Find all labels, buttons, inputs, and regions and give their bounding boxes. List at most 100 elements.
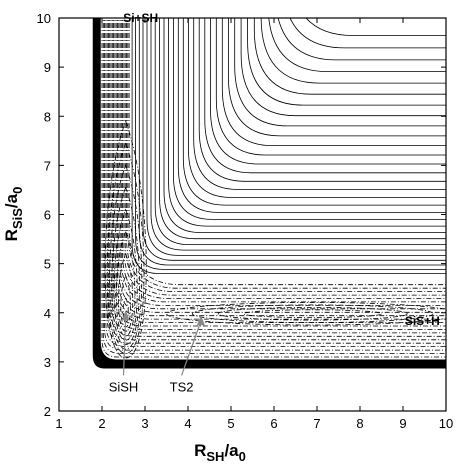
contour-level-solid [131,18,446,274]
contour-level-dashdot [105,18,446,347]
contour-well [115,230,136,337]
contour-level-solid [159,18,446,240]
y-tick-label: 3 [44,355,51,370]
x-axis-title-tailsub: 0 [239,449,246,464]
contour-wall [99,18,446,361]
contour-well [122,297,129,323]
x-tick-label: 2 [98,416,105,431]
contour-level-solid [138,18,446,266]
contour-well [104,119,147,359]
contour-level-dashdot [124,18,446,296]
contour-level-solid [204,18,446,174]
plot-frame [58,17,447,412]
contour-level-solid [188,18,446,198]
contour-level-dashdot [106,18,446,344]
annotation-label: SiSH [109,379,139,394]
x-tick-label: 8 [356,416,363,431]
contour-level-solid [289,18,446,49]
x-tick-label: 7 [313,416,320,431]
y-axis-title-tailsub: 0 [10,187,25,194]
annotations: Si+SH SiS+H SiSH TS2 [109,11,440,394]
contour-level-solid [228,18,446,137]
contour-level-solid [260,18,446,84]
x-tick-label: 5 [227,416,234,431]
y-tick-label: 6 [44,208,51,223]
contour-level-solid [163,18,446,233]
contour-level-solid [154,18,446,245]
contour-level-solid [234,18,446,127]
contour-channel [217,306,408,321]
contour-level-dashdot [117,18,446,317]
annotation-label: TS2 [170,379,194,394]
contour-wall [93,18,446,368]
x-axis-title-main: R [194,441,206,460]
contour-level-solid [215,18,446,156]
contour-level-solid [198,18,446,182]
arrow-head [196,315,205,326]
y-tick-label: 5 [44,257,51,272]
contour-level-dashdot [101,18,446,358]
y-tick-label: 9 [44,60,51,75]
x-tick-label: 6 [270,416,277,431]
contour-level-solid [277,18,446,61]
contour-level-dashdot [126,18,446,292]
x-axis-title-tail: /a [224,441,239,460]
contour-level-solid [305,18,446,36]
contour-level-dashdot [128,18,446,286]
arrow-line [122,316,127,376]
arrow-head [121,310,130,321]
y-tick-label: 10 [37,11,51,26]
contour-level-solid [240,18,446,117]
contour-level-solid [210,18,446,165]
contour-level-solid [221,18,446,146]
y-axis-title-main: R [2,229,21,241]
y-tick-label: 7 [44,158,51,173]
x-axis-title: RSH/a0 [194,441,246,464]
contour-well [113,208,138,341]
feature-markers [121,310,205,376]
contour-level-dashdot [120,18,446,306]
x-tick-label: 9 [399,416,406,431]
contour-level-dashdot [122,18,446,303]
contour-level-dashdot [104,18,446,351]
x-axis-ticks: 1 2 3 4 5 6 7 8 9 10 [55,18,453,431]
y-axis-ticks: 2 3 4 5 6 7 8 9 10 [37,11,446,419]
contour-level-solid [268,18,446,72]
contour-well [109,164,143,350]
contour-level-solid [247,18,446,106]
contour-level-solid [253,18,446,95]
contour-level-solid [150,18,446,251]
contour-level-solid [177,18,446,213]
x-tick-label: 1 [55,416,62,431]
contour-lines [92,18,446,369]
contour-well [106,142,145,354]
contour-level-solid [135,18,446,270]
contour-level-dashdot [102,18,446,354]
contour-level-dashdot [111,18,446,330]
contour-level-solid [146,18,446,256]
annotation-label: Si+SH [123,11,158,25]
contour-wall [95,18,446,365]
y-axis-title: RSiS/a0 [2,187,25,242]
contour-channel [166,302,446,326]
contour-level-solid [173,18,446,220]
y-tick-label: 2 [44,404,51,419]
y-tick-label: 8 [44,109,51,124]
contour-level-solid [193,18,446,190]
contour-level-dashdot [118,18,446,313]
y-axis-title-tail: /a [2,193,21,208]
contour-level-solid [182,18,446,206]
contour-level-dashdot [127,18,446,289]
annotation-label: SiS+H [405,314,440,328]
y-axis-title-sub: SiS [10,208,25,229]
arrow-line [180,321,202,376]
contour-level-dashdot [113,18,446,327]
contour-level-dashdot [110,18,446,334]
contour-channel [191,304,434,323]
x-tick-label: 4 [184,416,191,431]
contour-level-dashdot [114,18,446,323]
x-tick-label: 10 [439,416,453,431]
y-tick-label: 4 [44,306,51,321]
contour-well [111,186,140,346]
